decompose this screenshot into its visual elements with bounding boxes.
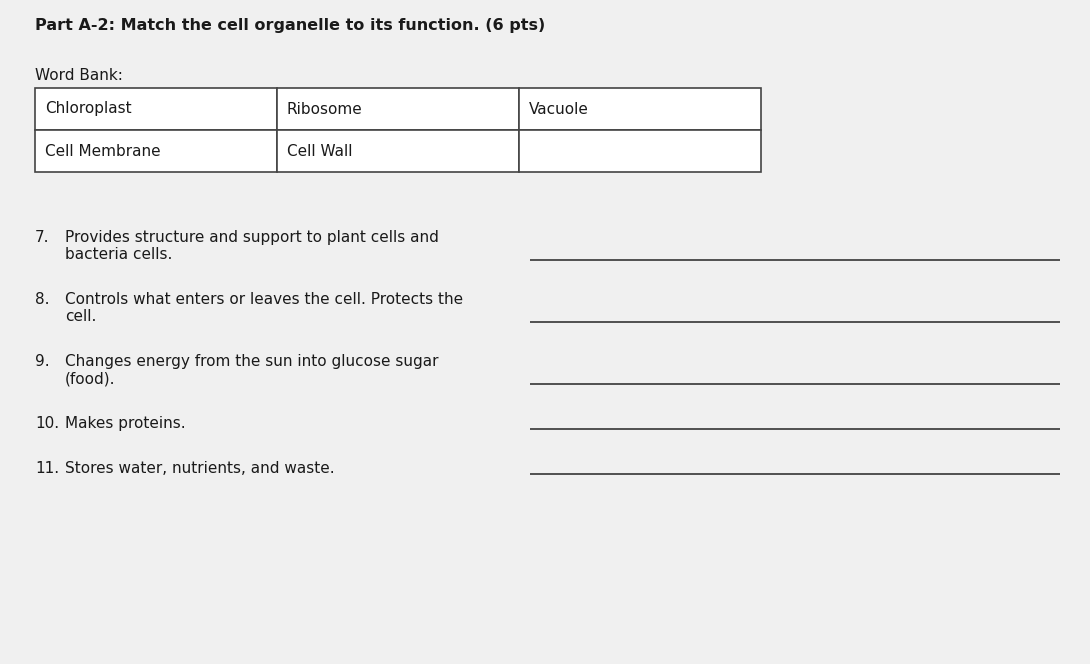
Text: 8.: 8.	[35, 292, 49, 307]
Text: Chloroplast: Chloroplast	[45, 102, 132, 116]
Text: Changes energy from the sun into glucose sugar: Changes energy from the sun into glucose…	[65, 354, 438, 369]
Text: Cell Wall: Cell Wall	[287, 143, 352, 159]
Bar	[277, 88, 519, 130]
Bar	[277, 130, 519, 172]
Text: Controls what enters or leaves the cell. Protects the: Controls what enters or leaves the cell.…	[65, 292, 463, 307]
Text: Stores water, nutrients, and waste.: Stores water, nutrients, and waste.	[65, 461, 335, 476]
Text: Makes proteins.: Makes proteins.	[65, 416, 185, 432]
Text: Ribosome: Ribosome	[287, 102, 363, 116]
Text: cell.: cell.	[65, 309, 96, 324]
Text: 7.: 7.	[35, 230, 49, 245]
Text: 10.: 10.	[35, 416, 59, 432]
Text: bacteria cells.: bacteria cells.	[65, 247, 172, 262]
Bar	[35, 130, 277, 172]
Bar	[519, 130, 761, 172]
Text: 9.: 9.	[35, 354, 50, 369]
Text: (food).: (food).	[65, 371, 116, 386]
Text: Vacuole: Vacuole	[529, 102, 589, 116]
Text: Word Bank:: Word Bank:	[35, 68, 123, 83]
Text: Cell Membrane: Cell Membrane	[45, 143, 160, 159]
Bar	[519, 88, 761, 130]
Text: Part A-2: Match the cell organelle to its function. (6 pts): Part A-2: Match the cell organelle to it…	[35, 18, 545, 33]
Text: Provides structure and support to plant cells and: Provides structure and support to plant …	[65, 230, 439, 245]
Text: 11.: 11.	[35, 461, 59, 476]
Bar	[35, 88, 277, 130]
